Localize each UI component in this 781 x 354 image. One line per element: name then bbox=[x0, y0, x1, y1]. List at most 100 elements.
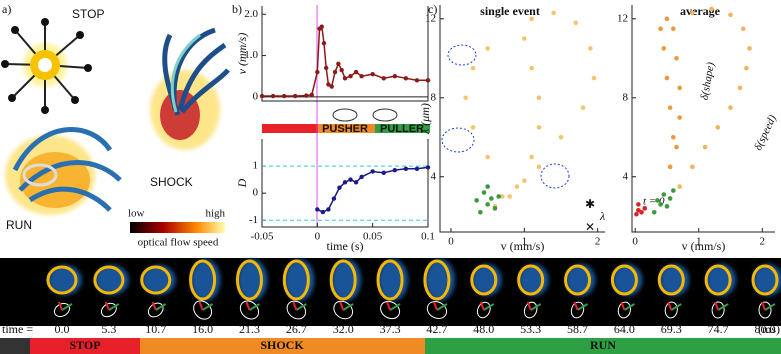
data-point bbox=[259, 93, 265, 99]
time-unit: (ms) bbox=[758, 322, 780, 336]
data-point bbox=[403, 166, 409, 171]
data-point bbox=[353, 69, 359, 75]
lambda-legend: λ bbox=[599, 209, 605, 223]
scatter-point bbox=[709, 6, 714, 12]
data-point bbox=[320, 209, 326, 215]
time-label: 58.7 bbox=[567, 322, 588, 336]
scatter-point bbox=[529, 154, 534, 160]
time-label: 37.3 bbox=[380, 322, 401, 336]
panel-label: b) bbox=[232, 2, 242, 16]
inset-contour bbox=[441, 127, 475, 153]
pusher-label: PUSHER bbox=[322, 123, 368, 135]
panel-label: c) bbox=[428, 2, 437, 16]
data-point bbox=[370, 169, 375, 174]
data-point bbox=[348, 177, 353, 182]
x-tick-label: 0 bbox=[448, 236, 454, 248]
x-tick-label: 2 bbox=[595, 236, 601, 248]
cell-outline bbox=[470, 264, 498, 296]
x-tick-label: 0.1 bbox=[421, 231, 435, 243]
cell-outline bbox=[189, 259, 217, 301]
scatter-point bbox=[580, 105, 586, 110]
shape-ellipse bbox=[193, 300, 213, 320]
velocity-arrow bbox=[670, 303, 682, 311]
scatter-point bbox=[674, 144, 679, 150]
data-point bbox=[414, 166, 420, 171]
puller-label: PULLER bbox=[380, 123, 424, 135]
phase-label: STOP bbox=[69, 338, 100, 352]
shape-axis bbox=[761, 301, 766, 311]
time-label: 16.0 bbox=[192, 322, 213, 336]
velocity-arrow bbox=[530, 303, 542, 311]
data-point bbox=[309, 92, 314, 98]
velocity-arrow bbox=[436, 303, 448, 311]
data-point bbox=[319, 24, 324, 29]
axes-frame bbox=[631, 5, 775, 233]
scatter-point bbox=[573, 20, 578, 26]
shape-axis bbox=[526, 301, 532, 311]
velocity-arrow bbox=[202, 303, 214, 311]
shape-axis bbox=[667, 301, 673, 311]
x-tick-label: 1 bbox=[522, 236, 528, 248]
time-label: 53.3 bbox=[520, 322, 541, 336]
y-tick-label: 12 bbox=[617, 12, 628, 24]
scatter-point bbox=[661, 46, 667, 51]
scatter-point bbox=[500, 194, 505, 199]
scatter-point bbox=[588, 46, 593, 51]
y-tick-label: 2.0 bbox=[244, 8, 258, 20]
shape-ellipse bbox=[711, 301, 725, 319]
scatter-point bbox=[671, 188, 676, 193]
scatter-point bbox=[667, 196, 673, 201]
data-point bbox=[381, 76, 386, 81]
scatter-point bbox=[492, 206, 498, 211]
scatter-point bbox=[728, 12, 733, 18]
phase-bar bbox=[140, 338, 425, 354]
time-label: 32.0 bbox=[333, 322, 354, 336]
scatter-point bbox=[551, 10, 556, 16]
scatter-point bbox=[677, 184, 682, 189]
shape-axis bbox=[573, 301, 579, 311]
colorbar-low: low bbox=[128, 208, 145, 220]
time-label: 21.3 bbox=[239, 322, 260, 336]
scatter-point bbox=[664, 75, 670, 81]
phase-bar bbox=[30, 338, 140, 354]
colorbar-high: high bbox=[205, 208, 225, 220]
scatter-point bbox=[514, 184, 520, 189]
scatter-point bbox=[740, 26, 746, 31]
cell-outline bbox=[704, 264, 732, 296]
scatter-point bbox=[667, 105, 673, 110]
velocity-arrow bbox=[389, 303, 401, 311]
shape-ellipse bbox=[476, 301, 491, 319]
cell-outline bbox=[423, 259, 451, 301]
time-label: 74.7 bbox=[708, 322, 729, 336]
scatter-point bbox=[558, 134, 564, 140]
swimmer-icon bbox=[332, 108, 358, 122]
cell-outline bbox=[564, 264, 592, 296]
scatter-point bbox=[658, 26, 663, 31]
data-point bbox=[304, 93, 309, 98]
data-point bbox=[331, 196, 337, 201]
run-label: RUN bbox=[6, 218, 32, 232]
y-tick-label: -1 bbox=[249, 214, 258, 226]
scatter-point bbox=[690, 10, 695, 16]
data-point bbox=[326, 207, 331, 212]
x-tick-label: 0 bbox=[632, 236, 638, 248]
data-point bbox=[359, 74, 364, 79]
phase-bar bbox=[0, 338, 30, 354]
swimmer-icon bbox=[372, 108, 398, 122]
scatter-point bbox=[715, 125, 721, 130]
inset-contour bbox=[540, 163, 570, 189]
chart-title: average bbox=[680, 4, 721, 18]
scatter-point bbox=[634, 211, 639, 217]
scatter-point bbox=[489, 196, 494, 201]
shape-axis bbox=[432, 301, 438, 311]
cell-outline bbox=[140, 265, 172, 295]
shape-ellipse bbox=[380, 300, 401, 320]
y-tick-label: 0 bbox=[253, 187, 259, 199]
time-label: 69.3 bbox=[661, 322, 682, 336]
scatter-point bbox=[744, 65, 749, 71]
cell-outline bbox=[46, 265, 78, 295]
x-tick-label: 1 bbox=[696, 236, 702, 248]
y-axis-label: v (mm/s) bbox=[235, 33, 249, 75]
star: ✱ bbox=[585, 197, 595, 211]
velocity-arrow bbox=[108, 303, 120, 311]
